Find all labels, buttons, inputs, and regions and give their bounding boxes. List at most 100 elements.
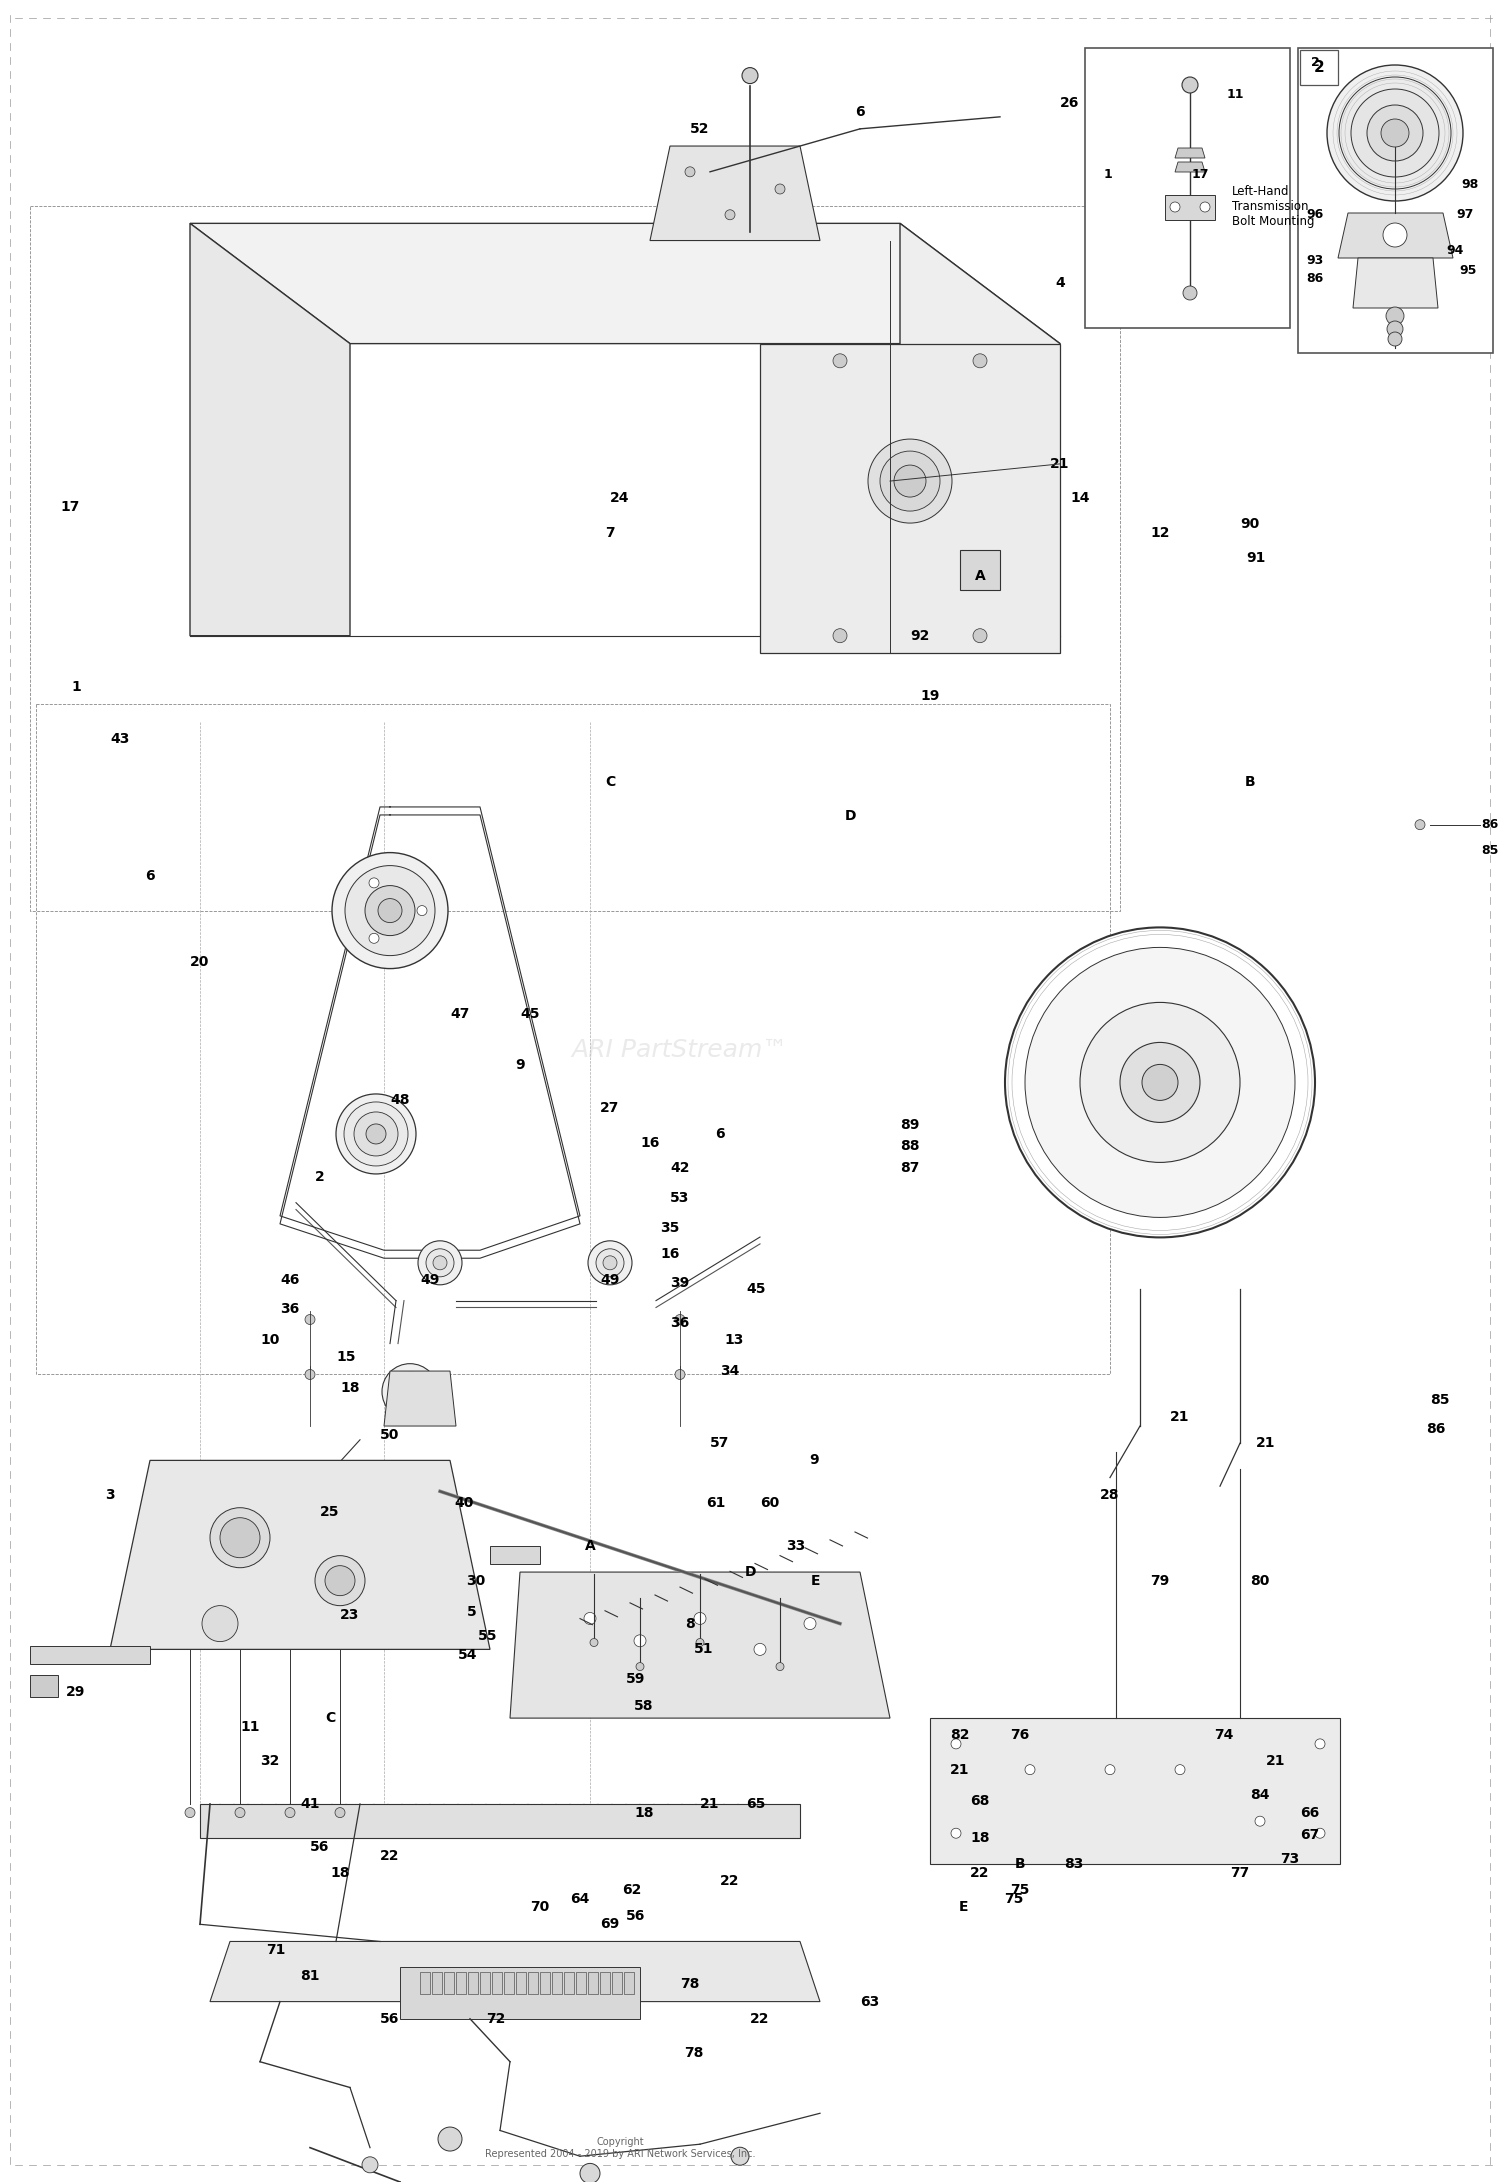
Text: D: D: [744, 1564, 756, 1580]
Circle shape: [210, 1508, 270, 1567]
Circle shape: [417, 906, 428, 916]
Polygon shape: [400, 1968, 640, 2018]
Circle shape: [754, 1643, 766, 1656]
Text: 43: 43: [111, 731, 129, 746]
Circle shape: [1106, 1765, 1114, 1774]
Text: 9: 9: [514, 1058, 525, 1071]
Text: 16: 16: [660, 1248, 680, 1261]
Text: 74: 74: [1215, 1728, 1233, 1741]
Bar: [30, 1645, 150, 1665]
Text: 45: 45: [520, 1006, 540, 1021]
Circle shape: [382, 1364, 438, 1420]
Text: 33: 33: [786, 1538, 806, 1554]
Text: 56: 56: [381, 2012, 399, 2025]
Text: 22: 22: [750, 2012, 770, 2025]
Text: 83: 83: [1065, 1857, 1083, 1872]
Text: 63: 63: [861, 1994, 879, 2010]
Text: 35: 35: [660, 1222, 680, 1235]
Circle shape: [438, 2127, 462, 2151]
Bar: [516, 1973, 526, 1994]
Circle shape: [226, 449, 254, 478]
Polygon shape: [930, 1717, 1340, 1863]
Circle shape: [369, 934, 380, 943]
Polygon shape: [210, 1942, 820, 2001]
Circle shape: [400, 1381, 420, 1401]
Circle shape: [1388, 321, 1402, 336]
Polygon shape: [110, 1460, 490, 1650]
Circle shape: [580, 2162, 600, 2182]
Text: 70: 70: [531, 1901, 549, 1914]
Text: 95: 95: [1460, 264, 1476, 277]
Text: 77: 77: [1230, 1866, 1250, 1879]
Text: 73: 73: [1281, 1853, 1299, 1866]
Circle shape: [378, 899, 402, 923]
Circle shape: [603, 1257, 616, 1270]
Circle shape: [202, 1606, 238, 1641]
Text: 71: 71: [267, 1942, 285, 1957]
Text: 56: 56: [310, 1839, 330, 1855]
Bar: [492, 1973, 502, 1994]
Text: 75: 75: [1011, 1883, 1029, 1896]
Circle shape: [560, 262, 580, 281]
Text: 22: 22: [381, 1848, 399, 1863]
Text: 29: 29: [66, 1685, 86, 1700]
Text: 64: 64: [570, 1892, 590, 1905]
Text: 6: 6: [716, 1126, 724, 1141]
Circle shape: [584, 1612, 596, 1623]
Text: 98: 98: [1461, 179, 1479, 192]
Text: 18: 18: [634, 1807, 654, 1820]
Text: 21: 21: [951, 1763, 969, 1776]
Text: 9: 9: [808, 1453, 819, 1466]
Circle shape: [232, 456, 248, 471]
Text: 18: 18: [970, 1831, 990, 1846]
Circle shape: [332, 853, 448, 969]
Text: 26: 26: [1060, 96, 1080, 109]
Circle shape: [675, 1370, 686, 1379]
Bar: [1300, 50, 1338, 85]
Circle shape: [974, 628, 987, 644]
Text: 3: 3: [105, 1488, 116, 1501]
Text: 6: 6: [855, 105, 865, 118]
Circle shape: [634, 1634, 646, 1647]
Text: D: D: [844, 810, 855, 823]
Circle shape: [232, 336, 248, 351]
Polygon shape: [200, 1805, 800, 1839]
Text: 40: 40: [454, 1497, 474, 1510]
Text: C: C: [326, 1711, 334, 1726]
Text: B: B: [1245, 775, 1256, 788]
Circle shape: [220, 1519, 260, 1558]
Circle shape: [285, 1807, 296, 1818]
Text: 21: 21: [1266, 1754, 1286, 1767]
Circle shape: [315, 1556, 364, 1606]
Circle shape: [326, 1567, 356, 1595]
Circle shape: [804, 1617, 816, 1630]
Bar: [588, 1973, 598, 1994]
Text: 79: 79: [1150, 1573, 1170, 1588]
Polygon shape: [1166, 194, 1215, 220]
Bar: [456, 1973, 466, 1994]
Circle shape: [974, 353, 987, 369]
Circle shape: [675, 1314, 686, 1324]
Text: 2: 2: [1311, 57, 1320, 70]
Text: 90: 90: [1240, 517, 1260, 530]
Text: 21: 21: [1170, 1410, 1190, 1425]
Text: A: A: [975, 570, 986, 583]
Circle shape: [1016, 458, 1025, 469]
Circle shape: [433, 1257, 447, 1270]
Bar: [460, 249, 600, 319]
Text: 87: 87: [900, 1161, 920, 1176]
Circle shape: [345, 866, 435, 956]
Text: 34: 34: [720, 1364, 740, 1379]
Circle shape: [868, 439, 952, 524]
Text: 89: 89: [900, 1119, 920, 1132]
Bar: [576, 1973, 586, 1994]
Circle shape: [1340, 76, 1450, 190]
Circle shape: [1388, 332, 1402, 347]
Circle shape: [590, 1639, 598, 1647]
Circle shape: [1256, 1815, 1264, 1826]
Bar: [564, 1973, 574, 1994]
Text: 84: 84: [1251, 1789, 1269, 1802]
Bar: [600, 1973, 610, 1994]
Text: 82: 82: [951, 1728, 969, 1741]
Text: 78: 78: [681, 1977, 699, 1992]
